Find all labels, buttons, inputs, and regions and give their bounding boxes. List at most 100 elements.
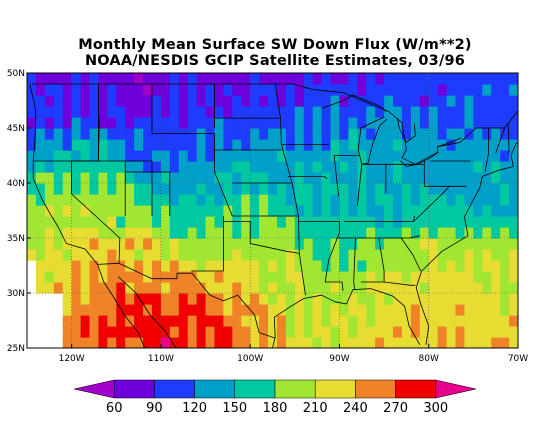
flux-cell	[330, 315, 341, 327]
flux-cell	[285, 282, 296, 294]
flux-cell	[125, 337, 135, 348]
flux-cell	[303, 337, 314, 348]
flux-cell	[250, 260, 260, 272]
flux-cell	[348, 161, 358, 173]
flux-cell	[509, 216, 518, 228]
flux-cell	[428, 117, 439, 129]
boundary-line	[495, 127, 505, 154]
flux-cell	[107, 227, 117, 239]
flux-cell	[116, 95, 126, 107]
flux-cell	[357, 205, 367, 217]
flux-cell	[294, 95, 305, 107]
flux-cell	[116, 216, 126, 228]
flux-cell	[187, 194, 198, 206]
boundary-line	[336, 235, 420, 239]
flux-cell	[339, 161, 349, 173]
longitude-labels: 120W 110W 100W 90W 80W 70W	[59, 344, 528, 364]
flux-cell	[446, 282, 457, 294]
flux-cell	[160, 161, 171, 173]
flux-cell	[178, 216, 189, 228]
flux-cell	[232, 172, 242, 184]
flux-cell	[223, 150, 233, 162]
flux-cell	[80, 238, 91, 250]
flux-cell	[500, 304, 510, 316]
flux-cell	[134, 337, 144, 348]
flux-cell	[205, 161, 216, 173]
flux-cell	[143, 205, 153, 217]
flux-cell	[160, 271, 171, 283]
flux-cell	[27, 183, 37, 195]
flux-cell	[232, 337, 242, 348]
flux-cell	[464, 238, 474, 250]
flux-cell	[482, 282, 492, 294]
flux-cell	[196, 271, 207, 283]
flux-cell	[62, 183, 73, 195]
flux-cell	[491, 249, 501, 261]
flux-cell	[473, 304, 483, 316]
flux-cell	[375, 315, 385, 327]
flux-cell	[169, 271, 180, 283]
flux-cell	[410, 293, 421, 305]
flux-cell	[116, 128, 126, 140]
flux-cell	[214, 73, 224, 85]
flux-cell	[330, 194, 341, 206]
flux-cell	[276, 304, 287, 316]
flux-cell	[393, 172, 403, 184]
flux-cell	[410, 150, 421, 162]
flux-cell	[178, 84, 189, 96]
colorbar-label: 300	[423, 401, 448, 416]
lat-label: 35N	[7, 234, 25, 244]
flux-cell	[268, 150, 278, 162]
flux-cell	[321, 337, 332, 348]
flux-cell	[196, 172, 207, 184]
flux-cell	[160, 117, 171, 129]
flux-cell	[294, 117, 305, 129]
flux-cell	[98, 271, 108, 283]
flux-cell	[250, 337, 260, 348]
flux-cell	[62, 150, 73, 162]
flux-cell	[44, 106, 55, 118]
flux-cell	[285, 117, 296, 129]
flux-cell	[178, 194, 189, 206]
flux-cell	[276, 172, 287, 184]
flux-cell	[410, 106, 421, 118]
flux-cell	[169, 238, 180, 250]
boundary-line	[98, 116, 100, 162]
flux-cell	[214, 128, 224, 140]
flux-cell	[196, 205, 207, 217]
flux-cell	[214, 249, 224, 261]
flux-cell	[357, 282, 367, 294]
flux-cell	[348, 293, 358, 305]
flux-cell	[98, 282, 108, 294]
flux-cell	[178, 249, 189, 261]
flux-cell	[348, 271, 358, 283]
flux-cell	[27, 216, 37, 228]
flux-cell	[151, 106, 162, 118]
flux-cell	[187, 293, 198, 305]
flux-cell	[71, 293, 82, 305]
flux-cell	[375, 227, 385, 239]
flux-cell	[62, 260, 73, 272]
flux-cell	[285, 238, 296, 250]
flux-cell	[268, 304, 278, 316]
flux-cell	[107, 183, 117, 195]
flux-cell	[384, 271, 394, 283]
flux-cell	[44, 161, 55, 173]
flux-cell	[116, 139, 126, 151]
flux-cell	[169, 183, 180, 195]
flux-cell	[205, 271, 216, 283]
flux-cell	[134, 282, 144, 294]
flux-cell	[330, 183, 341, 195]
flux-cell	[357, 304, 367, 316]
flux-cell	[473, 205, 483, 217]
flux-cell	[276, 282, 287, 294]
flux-cell	[357, 183, 367, 195]
flux-cell	[53, 172, 64, 184]
flux-cell	[464, 337, 474, 348]
flux-cell	[428, 194, 439, 206]
flux-cell	[241, 260, 251, 272]
flux-cell	[500, 95, 510, 107]
flux-cell	[71, 161, 82, 173]
flux-cell	[35, 194, 46, 206]
flux-cell	[250, 282, 260, 294]
